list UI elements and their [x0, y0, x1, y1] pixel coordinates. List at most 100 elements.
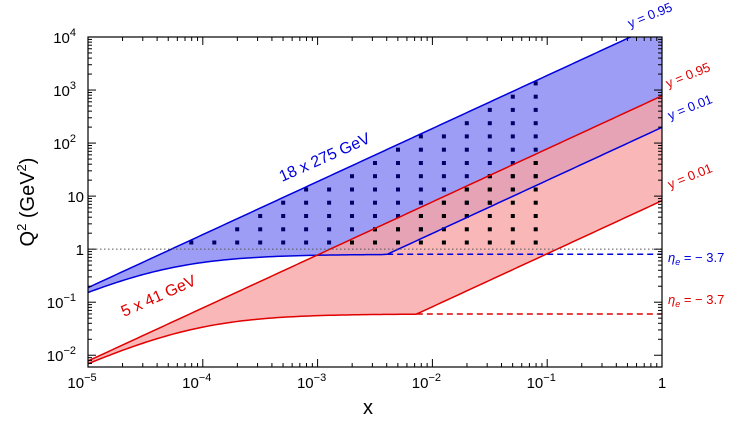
x-tick-label: 1 — [658, 375, 666, 392]
bin-marker — [464, 200, 469, 205]
bin-marker — [487, 107, 492, 112]
bin-marker — [464, 240, 469, 245]
bin-marker — [487, 134, 492, 139]
bin-marker — [487, 121, 492, 126]
bin-marker — [464, 147, 469, 152]
bin-marker — [464, 174, 469, 179]
bin-marker — [304, 187, 309, 192]
y-tick-label: 10 — [67, 189, 84, 206]
bin-marker — [533, 227, 538, 232]
bin-marker — [533, 147, 538, 152]
bin-marker — [510, 134, 515, 139]
bin-marker — [487, 214, 492, 218]
bin-marker — [304, 240, 309, 245]
bin-marker — [510, 107, 515, 112]
bin-marker — [441, 161, 446, 165]
bin-marker — [350, 174, 354, 179]
bin-marker — [304, 214, 309, 218]
bin-marker — [373, 174, 377, 179]
bin-marker — [281, 227, 286, 232]
label-ymin-1: y = 0.01 — [666, 160, 715, 191]
bin-marker — [441, 200, 446, 205]
bin-marker — [373, 161, 377, 165]
bin-marker — [441, 147, 446, 152]
x-tick-label: 10−5 — [67, 372, 96, 392]
bin-marker — [212, 240, 217, 245]
bin-marker — [373, 187, 377, 192]
bin-marker — [487, 187, 492, 192]
bin-marker — [304, 227, 309, 232]
bin-marker — [350, 187, 354, 192]
bin-marker — [533, 240, 538, 245]
bin-marker — [350, 214, 354, 218]
x-tick-label: 10−2 — [412, 372, 441, 392]
boundary-lines — [88, 37, 662, 365]
bin-marker — [235, 240, 240, 245]
bin-marker — [396, 187, 400, 192]
bin-marker — [441, 227, 446, 232]
bin-marker — [235, 227, 240, 232]
bin-marker — [533, 94, 538, 99]
bin-marker — [510, 161, 515, 165]
bin-marker — [441, 240, 446, 245]
bin-marker — [373, 227, 377, 232]
bin-marker — [533, 81, 538, 86]
bin-marker — [327, 200, 332, 205]
bin-marker — [418, 187, 423, 192]
label-beam-1: 5 x 41 GeV — [119, 272, 199, 320]
bin-marker — [373, 240, 377, 245]
bin-marker — [487, 200, 492, 205]
bin-marker — [533, 200, 538, 205]
tick-labels: 10−5 10−4 10−3 10−2 10−1 1 10−2 10−1 1 10 102 103 10… — [47, 27, 666, 392]
bin-marker — [396, 200, 400, 205]
bin-marker — [533, 187, 538, 192]
bin-marker — [373, 200, 377, 205]
bin-marker — [441, 214, 446, 218]
bin-marker — [510, 214, 515, 218]
x-tick-label: 10−3 — [297, 372, 326, 392]
bin-marker — [396, 240, 400, 245]
line-lower-0 — [88, 126, 662, 294]
bin-marker — [441, 187, 446, 192]
y-tick-label: 102 — [53, 133, 76, 153]
bin-marker — [281, 200, 286, 205]
bin-marker — [418, 147, 423, 152]
y-tick-label: 10−1 — [47, 292, 76, 312]
bin-marker — [441, 134, 446, 139]
bin-marker — [327, 240, 332, 245]
bin-marker — [304, 200, 309, 205]
bin-marker — [464, 121, 469, 126]
bin-marker — [373, 214, 377, 218]
label-ymax-0: y = 0.95 — [626, 0, 675, 31]
kinematic-regions — [88, 37, 662, 364]
plot-frame — [87, 36, 663, 368]
bin-marker — [327, 187, 332, 192]
bin-marker — [418, 174, 423, 179]
bin-marker — [533, 134, 538, 139]
bin-marker — [350, 200, 354, 205]
axis-ticks — [87, 36, 663, 368]
y-tick-label: 104 — [53, 27, 76, 47]
bin-marker — [396, 161, 400, 165]
bin-marker — [418, 227, 423, 232]
bin-marker — [396, 147, 400, 152]
bin-marker — [464, 187, 469, 192]
bin-marker — [487, 147, 492, 152]
bin-marker — [510, 240, 515, 245]
y-tick-label: 103 — [53, 80, 76, 100]
bin-marker — [441, 174, 446, 179]
label-ymin-0: y = 0.01 — [666, 91, 715, 122]
bin-marker — [533, 161, 538, 165]
bin-marker — [258, 240, 263, 245]
bin-marker — [258, 214, 263, 218]
bin-marker — [510, 187, 515, 192]
bin-marker — [533, 107, 538, 112]
y-tick-label: 1 — [76, 242, 84, 259]
bin-marker — [533, 121, 538, 126]
bin-marker — [281, 240, 286, 245]
bin-markers — [189, 81, 538, 245]
bin-marker — [487, 174, 492, 179]
x-tick-label: 10−1 — [527, 372, 556, 392]
bin-marker — [396, 227, 400, 232]
